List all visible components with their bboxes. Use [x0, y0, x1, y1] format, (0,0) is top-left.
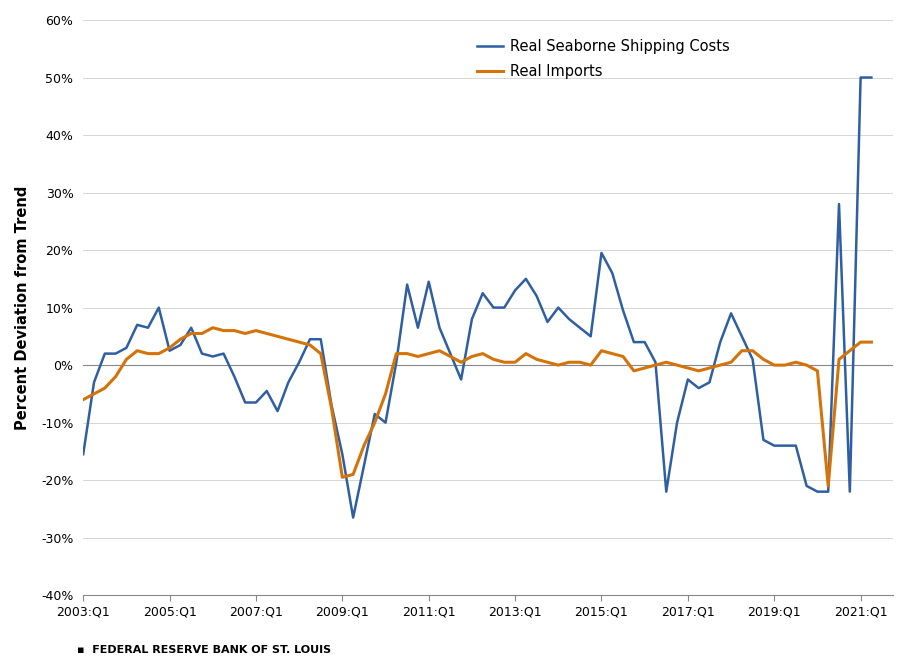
- Real Imports: [531, 355, 542, 363]
- Real Imports: [801, 361, 812, 369]
- Real Imports: [823, 482, 834, 490]
- Real Seaborne Shipping Costs: [520, 275, 531, 282]
- Real Seaborne Shipping Costs: [866, 73, 877, 81]
- Real Seaborne Shipping Costs: [337, 450, 348, 458]
- Real Seaborne Shipping Costs: [78, 450, 89, 458]
- Real Seaborne Shipping Costs: [348, 513, 359, 521]
- Real Imports: [520, 350, 531, 358]
- Real Seaborne Shipping Costs: [531, 292, 542, 300]
- Real Seaborne Shipping Costs: [801, 482, 812, 490]
- Legend: Real Seaborne Shipping Costs, Real Imports: Real Seaborne Shipping Costs, Real Impor…: [471, 33, 736, 85]
- Real Imports: [207, 324, 218, 332]
- Line: Real Seaborne Shipping Costs: Real Seaborne Shipping Costs: [84, 77, 872, 517]
- Real Seaborne Shipping Costs: [251, 399, 262, 407]
- Real Imports: [866, 338, 877, 346]
- Line: Real Imports: Real Imports: [84, 328, 872, 486]
- Real Imports: [262, 329, 272, 337]
- Text: ▪  FEDERAL RESERVE BANK OF ST. LOUIS: ▪ FEDERAL RESERVE BANK OF ST. LOUIS: [77, 645, 331, 655]
- Real Seaborne Shipping Costs: [240, 399, 251, 407]
- Real Imports: [348, 471, 359, 478]
- Y-axis label: Percent Deviation from Trend: Percent Deviation from Trend: [15, 185, 30, 430]
- Real Imports: [78, 395, 89, 403]
- Real Imports: [251, 327, 262, 335]
- Real Seaborne Shipping Costs: [855, 73, 866, 81]
